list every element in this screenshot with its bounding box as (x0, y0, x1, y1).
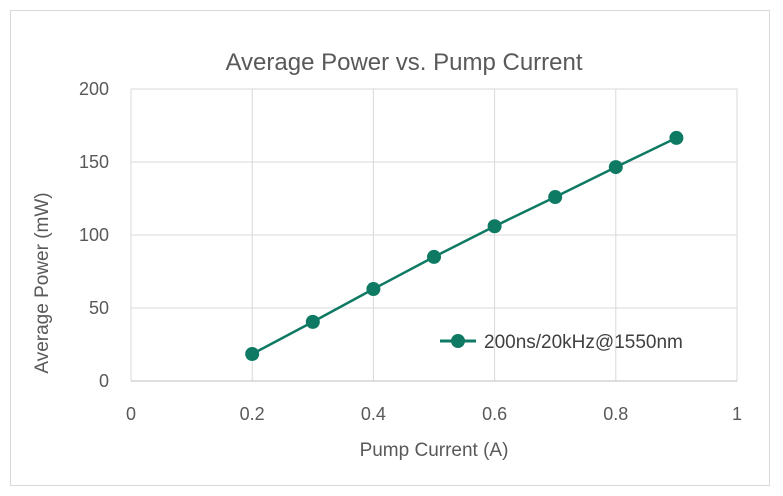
grid-lines (130, 88, 738, 382)
x-tick-label: 1 (732, 404, 742, 424)
y-tick-label: 100 (79, 225, 109, 245)
legend-label: 200ns/20kHz@1550nm (484, 332, 683, 353)
data-point (608, 160, 623, 175)
series-line (251, 136, 677, 356)
data-point (305, 314, 320, 329)
y-tick-label: 0 (99, 371, 109, 391)
data-point (487, 219, 502, 234)
data-point (366, 282, 381, 297)
data-point (245, 346, 260, 361)
y-axis-label: Average Power (mW) (32, 192, 53, 373)
y-tick-label: 50 (89, 298, 109, 318)
x-tick-label: 0.4 (361, 404, 386, 424)
y-tick-label: 200 (79, 79, 109, 99)
x-tick-label: 0 (126, 404, 136, 424)
data-point (548, 190, 563, 205)
data-point (669, 130, 684, 145)
legend-swatch-marker (451, 334, 465, 348)
y-tick-labels: 0 50 100 150 200 (79, 79, 109, 391)
x-tick-label: 0.2 (240, 404, 265, 424)
legend: 200ns/20kHz@1550nm (440, 332, 683, 353)
series-line-group (251, 136, 677, 356)
x-axis-label: Pump Current (A) (360, 440, 509, 461)
data-point (427, 249, 441, 264)
chart-title: Average Power vs. Pump Current (225, 49, 582, 76)
x-tick-label: 0.8 (603, 404, 628, 424)
x-tick-label: 0.6 (482, 404, 507, 424)
y-tick-label: 150 (79, 152, 109, 172)
x-tick-labels: 0 0.2 0.4 0.6 0.8 1 (126, 404, 742, 424)
series-points-group (245, 130, 684, 361)
